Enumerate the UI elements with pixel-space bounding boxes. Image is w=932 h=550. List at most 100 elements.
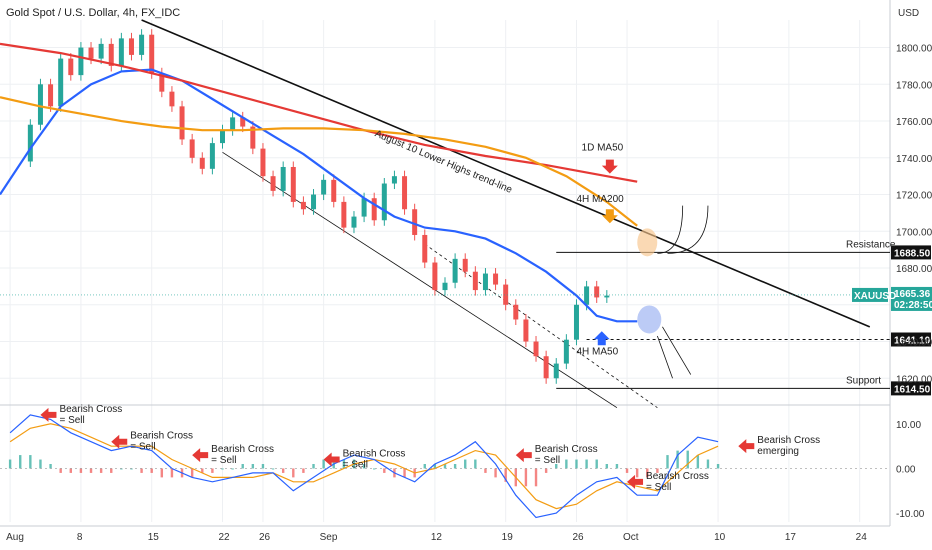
macd-histogram-bar bbox=[544, 468, 548, 473]
countdown-label: 02:28:50 bbox=[894, 300, 932, 311]
macd-histogram-bar bbox=[29, 455, 32, 469]
macd-histogram-bar bbox=[292, 468, 295, 478]
macd-histogram-bar bbox=[656, 468, 659, 473]
candle-body bbox=[594, 286, 600, 298]
price-tick-label: 1800.00 bbox=[896, 44, 932, 55]
macd-histogram-bar bbox=[211, 468, 214, 473]
time-tick-label: 24 bbox=[856, 532, 868, 543]
candle-body bbox=[432, 262, 438, 291]
macd-histogram-bar bbox=[666, 455, 669, 469]
macd-histogram-bar bbox=[281, 468, 285, 473]
candle-body bbox=[361, 198, 367, 217]
symbol-label: XAUUSD bbox=[854, 291, 896, 302]
bearish-cross-label: Bearish Cross bbox=[535, 444, 598, 455]
candles bbox=[27, 29, 610, 384]
candle-body bbox=[48, 84, 54, 107]
price-tick-label: 1740.00 bbox=[896, 154, 932, 165]
bearish-cross-label: Bearish Cross bbox=[646, 471, 709, 482]
time-tick-label: 12 bbox=[431, 532, 443, 543]
candle-body bbox=[37, 84, 43, 125]
candle-body bbox=[159, 73, 165, 92]
bearish-cross-arrow bbox=[323, 452, 340, 467]
candle-body bbox=[68, 58, 74, 76]
moving-averages bbox=[0, 42, 638, 323]
macd-histogram-bar bbox=[170, 468, 174, 478]
macd-histogram-bar bbox=[150, 468, 153, 473]
level-price-box bbox=[891, 381, 931, 396]
macd-histogram-bar bbox=[716, 464, 720, 469]
price-tick-label: 1720.00 bbox=[896, 191, 932, 202]
macd-signal-line bbox=[9, 423, 719, 510]
bearish-cross-label: Bearish Cross bbox=[757, 435, 820, 446]
time-tick-label: 15 bbox=[148, 532, 160, 543]
bearish-cross-arrow bbox=[627, 474, 644, 489]
candle-body bbox=[300, 201, 306, 210]
macd-histogram-bar bbox=[504, 468, 507, 482]
macd-histogram-bar bbox=[534, 468, 538, 487]
macd-histogram-bar bbox=[241, 464, 244, 469]
candle-body bbox=[88, 47, 94, 59]
bearish-cross-sublabel: = Sell bbox=[130, 442, 155, 453]
bearish-cross-label: Bearish Cross bbox=[130, 431, 193, 442]
bearish-cross-arrow bbox=[515, 448, 532, 463]
projection-down-1 bbox=[657, 335, 673, 379]
time-tick-label: 8 bbox=[77, 532, 83, 543]
candle-body bbox=[108, 43, 114, 66]
candle-body bbox=[209, 143, 215, 169]
candle-body bbox=[128, 38, 134, 55]
candle-body bbox=[199, 157, 205, 169]
macd-histogram-bar bbox=[373, 468, 376, 470]
time-tick-label: 22 bbox=[219, 532, 231, 543]
bearish-cross-sublabel: = Sell bbox=[59, 415, 84, 426]
macd-histogram-bar bbox=[231, 468, 234, 470]
macd-histogram-bar bbox=[484, 468, 487, 473]
macd-histogram-bar bbox=[565, 459, 568, 469]
bearish-cross-sublabel: = Sell bbox=[535, 455, 560, 466]
candle-body bbox=[118, 38, 124, 66]
candle-body bbox=[533, 341, 539, 357]
candle-body bbox=[341, 201, 347, 228]
candle-body bbox=[250, 126, 256, 149]
trendlines bbox=[141, 19, 871, 409]
bearish-cross-arrow bbox=[111, 434, 128, 449]
projection-up-2 bbox=[667, 205, 709, 254]
bearish-cross-arrow bbox=[40, 407, 57, 422]
candle-body bbox=[553, 363, 559, 379]
candle-body bbox=[513, 304, 519, 320]
ma-label-4h50: 4H MA50 bbox=[576, 346, 618, 357]
candle-body bbox=[270, 176, 276, 191]
level-name: Resistance bbox=[846, 239, 896, 250]
level-price-label: 1641.10 bbox=[894, 336, 931, 347]
macd-histogram-bar bbox=[312, 464, 315, 469]
candle-body bbox=[442, 282, 448, 291]
candle-body bbox=[58, 58, 64, 107]
bearish-cross-label: Bearish Cross bbox=[343, 449, 406, 460]
candle-body bbox=[543, 356, 549, 379]
macd-histogram-bar bbox=[261, 464, 265, 469]
price-tick-label: 1760.00 bbox=[896, 117, 932, 128]
macd-histogram-bar bbox=[494, 468, 497, 478]
ma-line-4h-ma200 bbox=[0, 96, 638, 227]
macd-histogram-bar bbox=[271, 468, 275, 470]
macd-histogram-bar bbox=[190, 468, 194, 478]
macd-line bbox=[9, 414, 719, 519]
macd-histogram-bar bbox=[99, 468, 103, 473]
time-axis[interactable]: Aug 8 15 22 26 Sep 12 19 26 Oct 10 17 24 bbox=[0, 525, 890, 543]
time-tick-label: 10 bbox=[714, 532, 726, 543]
price-axis[interactable]: 1800.00 1780.00 1760.00 1740.00 1720.00 1700.… bbox=[0, 44, 932, 386]
ma-line-4h-ma50 bbox=[0, 68, 638, 323]
macd-histogram-bar bbox=[696, 455, 700, 469]
time-tick-label: Oct bbox=[623, 532, 639, 543]
arrow-4h-ma50 bbox=[593, 331, 610, 346]
bearish-cross-sublabel: = Sell bbox=[343, 460, 368, 471]
currency-label: USD bbox=[898, 8, 919, 19]
candle-body bbox=[149, 34, 155, 74]
macd-histogram-bar bbox=[221, 468, 224, 470]
macd-histogram-bar bbox=[676, 450, 679, 469]
candle-body bbox=[98, 43, 104, 59]
candle-body bbox=[78, 47, 84, 76]
macd-histogram-bar bbox=[302, 468, 305, 473]
candle-body bbox=[573, 304, 579, 340]
